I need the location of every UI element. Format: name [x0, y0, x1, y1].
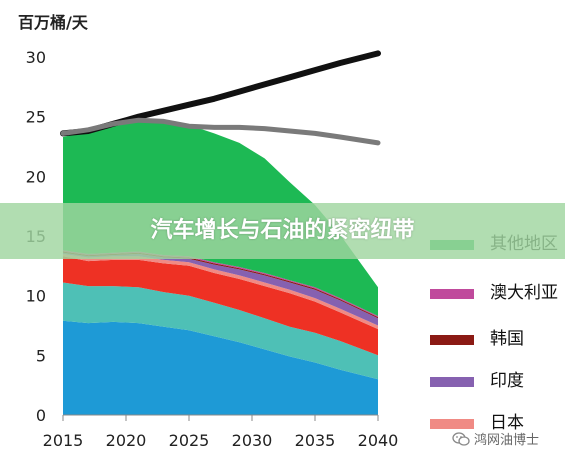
legend-label: 印度	[490, 371, 524, 391]
legend-label: 澳大利亚	[490, 283, 558, 303]
y-tick-label-1: 5	[36, 346, 46, 365]
legend-item-3: 印度	[430, 369, 560, 393]
legend-swatch	[430, 419, 474, 429]
area-series-5	[63, 251, 378, 319]
area-series-2	[63, 256, 378, 356]
line-series-1	[60, 117, 381, 146]
area-series-0	[63, 320, 378, 415]
x-tick-label-4: 2035	[295, 431, 336, 450]
area-series-1	[63, 282, 378, 380]
x-tick-label-0: 2015	[43, 431, 84, 450]
legend-item-1: 澳大利亚	[430, 281, 560, 305]
y-axis-label: 百万桶/天	[18, 13, 89, 32]
y-tick-label-0: 0	[36, 406, 46, 425]
area-series-layer	[63, 120, 378, 415]
x-tick-label-1: 2020	[106, 431, 147, 450]
area-series-6	[63, 250, 378, 318]
legend-item-4: 日本	[430, 411, 560, 435]
watermark-text: 鸿网油博士	[474, 433, 540, 448]
legend-swatch	[430, 335, 474, 345]
line-series-layer	[60, 50, 381, 146]
y-tick-label-5: 25	[26, 108, 46, 127]
legend-label: 日本	[490, 413, 524, 433]
x-tick-label-2: 2025	[169, 431, 210, 450]
x-tick-label-5: 2040	[358, 431, 399, 450]
banner-title: 汽车增长与石油的紧密纽带	[150, 218, 415, 243]
watermark: 鸿网油博士	[452, 429, 539, 448]
title-banner: 汽车增长与石油的紧密纽带	[0, 203, 565, 259]
y-tick-label-6: 30	[26, 48, 46, 67]
y-tick-label-4: 20	[26, 167, 46, 186]
legend-swatch	[430, 377, 474, 387]
wechat-icon	[452, 431, 470, 446]
legend-swatch	[430, 289, 474, 299]
legend-label: 韩国	[490, 329, 524, 349]
line-series-0	[60, 50, 381, 137]
legend-item-2: 韩国	[430, 327, 560, 351]
area-series-4	[63, 252, 378, 326]
x-tick-label-3: 2030	[232, 431, 273, 450]
y-tick-label-2: 10	[26, 287, 46, 306]
